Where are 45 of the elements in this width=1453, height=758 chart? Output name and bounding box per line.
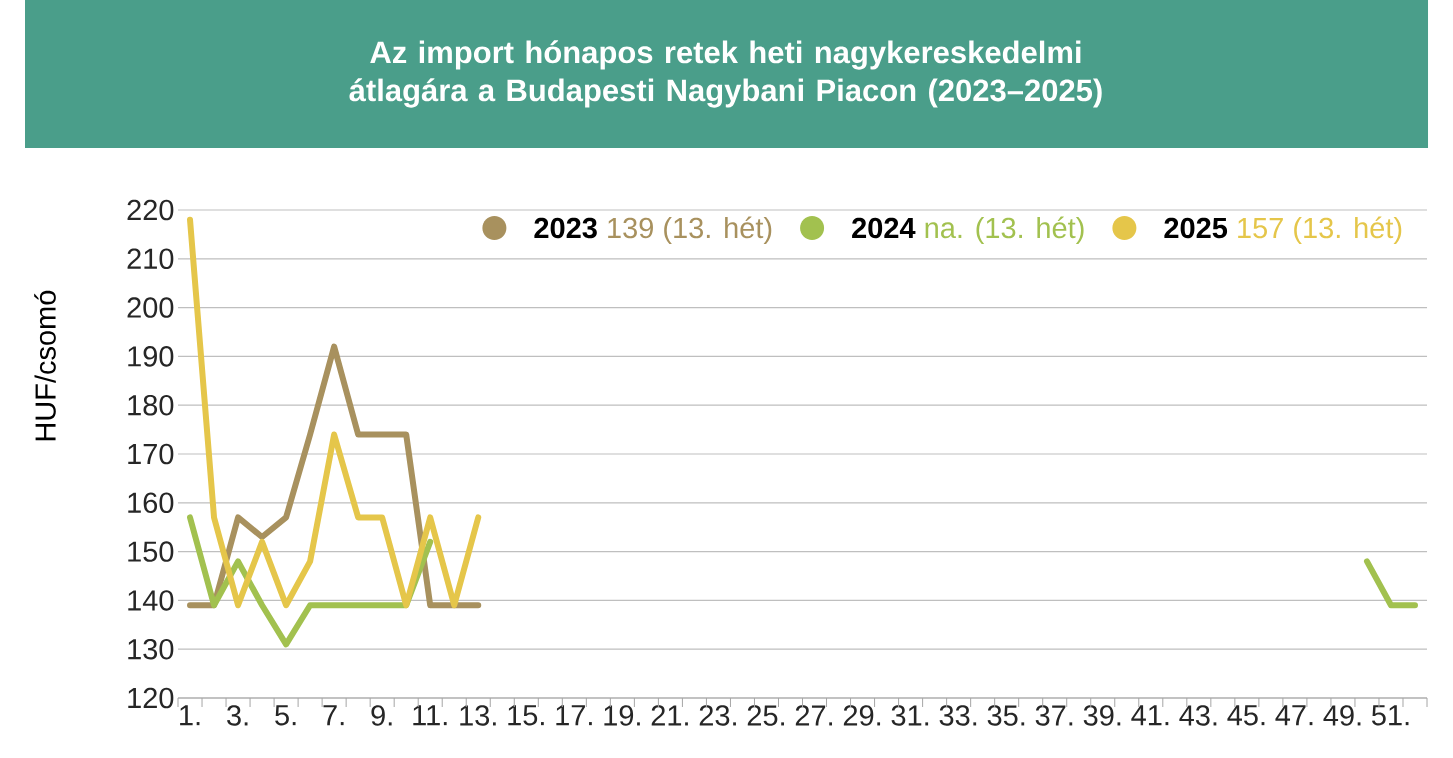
x-tick-label: 27. bbox=[795, 705, 833, 726]
legend-label: 2024 bbox=[852, 217, 916, 239]
annotation: 157 (13. hét) bbox=[1238, 216, 1402, 244]
x-tick-label: 7. bbox=[323, 705, 344, 726]
y-tick-label: 130 bbox=[128, 638, 174, 660]
x-tick-label: 49. bbox=[1323, 705, 1361, 726]
x-tick-label: 21. bbox=[651, 705, 688, 726]
y-tick-label: 120 bbox=[128, 687, 174, 709]
x-tick-label: 43. bbox=[1179, 705, 1217, 726]
x-tick-label: 35. bbox=[987, 705, 1025, 726]
x-tick-label: 41. bbox=[1131, 705, 1169, 726]
x-tick-label: 3. bbox=[227, 705, 248, 726]
x-tick-label: 15. bbox=[508, 705, 544, 726]
x-tick-label: 1. bbox=[180, 705, 200, 726]
x-tick-label: 13. bbox=[460, 705, 496, 726]
y-tick-label: 190 bbox=[128, 346, 174, 367]
x-tick-label: 19. bbox=[604, 705, 640, 726]
y-tick-label: 200 bbox=[127, 297, 174, 318]
x-tick-label: 37. bbox=[1035, 705, 1073, 726]
y-tick-label: 160 bbox=[128, 492, 174, 514]
y-tick-label: 220 bbox=[127, 199, 174, 221]
chart-title: Az import hónapos retek heti nagykereskedelmi átlagára a Budapesti Nagybani Piacon (2023–2025) bbox=[349, 40, 1102, 108]
annotation: 139 (13. hét) bbox=[608, 216, 772, 244]
x-tick-label: 23. bbox=[699, 705, 736, 726]
y-axis-title: HUF/csomó bbox=[34, 290, 56, 441]
x-tick-label: 29. bbox=[843, 705, 881, 726]
y-tick-label: 140 bbox=[128, 590, 174, 611]
x-tick-label: 39. bbox=[1083, 705, 1121, 726]
y-tick-label: 210 bbox=[127, 248, 174, 270]
x-tick-label: 9. bbox=[371, 705, 392, 726]
y-tick-label: 170 bbox=[128, 443, 174, 465]
x-tick-label: 47. bbox=[1275, 705, 1313, 726]
x-tick-label: 5. bbox=[275, 705, 296, 726]
annotation: na. (13. hét) bbox=[925, 216, 1084, 244]
y-tick-label: 150 bbox=[128, 541, 174, 562]
x-tick-label: 25. bbox=[747, 705, 784, 726]
x-tick-label: 51. bbox=[1371, 705, 1409, 726]
legend-label: 2023 bbox=[534, 217, 597, 239]
y-tick-label: 180 bbox=[128, 394, 174, 416]
x-tick-label: 33. bbox=[939, 705, 977, 726]
x-tick-label: 31. bbox=[891, 705, 929, 726]
x-tick-label: 17. bbox=[556, 705, 592, 726]
x-tick-label: 45. bbox=[1227, 705, 1265, 726]
x-tick-label: 11. bbox=[413, 705, 447, 726]
legend-label: 2025 bbox=[1164, 217, 1228, 239]
